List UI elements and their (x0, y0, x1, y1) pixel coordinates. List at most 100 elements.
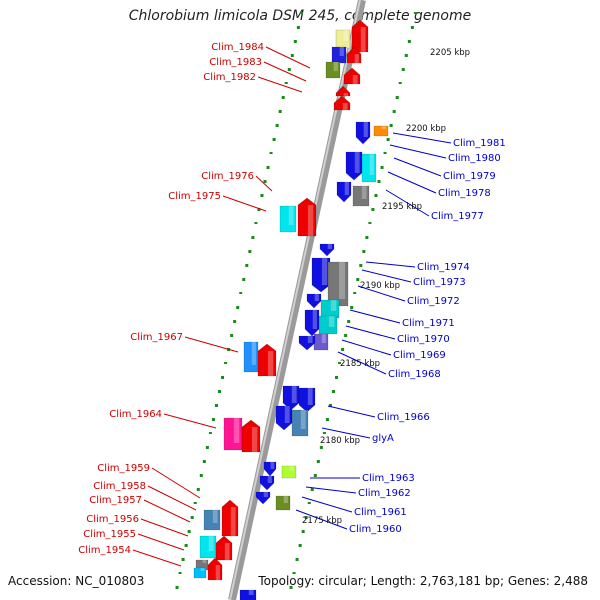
tick-label: 2205 kbp (430, 48, 470, 58)
gene-label-right: Clim_1962 (358, 488, 411, 499)
gene-reverse (193, 567, 207, 579)
tick-dot-right (322, 432, 326, 434)
tick-dot-left (221, 376, 225, 379)
gene-reverse (282, 385, 300, 411)
gene-shine (321, 334, 326, 343)
tick-marks-layer (175, 12, 417, 589)
gene-shine (288, 206, 294, 225)
leader-line-left (257, 76, 303, 93)
gene-reverse (259, 475, 275, 491)
leader-line-left (151, 467, 201, 499)
gene-reverse (298, 335, 316, 351)
gene-reverse (239, 589, 257, 600)
gene-forward (275, 495, 291, 511)
gene-shine (230, 507, 236, 536)
gene-shine (263, 492, 268, 497)
gene-forward (207, 557, 223, 581)
gene-shine (333, 62, 338, 71)
tick-dot-right (413, 12, 417, 14)
genes-layer (193, 19, 389, 600)
gene-shine (343, 93, 348, 96)
tick-dot-left (251, 236, 255, 239)
gene-forward (351, 19, 369, 53)
gene-forward (373, 125, 389, 137)
gene-shine (354, 152, 360, 173)
gene-reverse (304, 309, 320, 337)
tick-dot-left (278, 110, 282, 113)
tick-dot-left (275, 124, 279, 127)
tick-dot-right (289, 586, 293, 589)
tick-dot-left (245, 264, 249, 267)
leader-line-right (345, 325, 396, 340)
gene-forward (352, 185, 370, 207)
gene-label-right: Clim_1974 (417, 262, 470, 273)
gene-shine (251, 342, 256, 365)
leader-line-right (305, 486, 357, 494)
tick-dot-right (374, 194, 378, 197)
gene-shine (307, 205, 314, 236)
gene-forward (281, 465, 297, 479)
tick-dot-right (401, 68, 405, 71)
tick-dot-left (272, 138, 276, 141)
tick-dot-right (310, 488, 314, 491)
gene-shine (233, 418, 240, 443)
tick-dot-right (316, 460, 320, 463)
gene-shine (300, 410, 306, 429)
gene-label-left: Clim_1984 (211, 42, 264, 53)
tick-label: 2195 kbp (382, 202, 422, 212)
gene-forward (257, 343, 277, 377)
gene-shine (283, 496, 288, 503)
tick-dot-left (257, 208, 261, 211)
gene-reverse (255, 491, 271, 505)
gene-shine (307, 388, 313, 405)
tick-dot-left (281, 96, 285, 99)
tick-dot-left (208, 432, 212, 434)
leader-line-left (255, 175, 273, 192)
tick-dot-right (301, 530, 305, 533)
gene-forward (327, 261, 349, 307)
gene-reverse (263, 461, 277, 477)
tick-dot-right (368, 222, 372, 224)
tick-dot-right (341, 348, 345, 351)
gene-label-left: Clim_1958 (93, 481, 146, 492)
tick-dot-left (184, 544, 188, 547)
tick-dot-left (233, 320, 237, 323)
tick-dot-right (298, 544, 302, 547)
leader-line-left (163, 413, 217, 429)
gene-label-left: Clim_1955 (83, 529, 136, 540)
gene-shine (327, 244, 332, 249)
gene-shine (360, 27, 366, 52)
gene-shine (352, 75, 358, 84)
gene-shine (270, 462, 275, 469)
gene-shine (208, 536, 214, 551)
gene-shine (200, 568, 205, 571)
tick-dot-right (356, 278, 360, 281)
tick-dot-left (214, 404, 218, 407)
tick-dot-left (293, 40, 297, 43)
leader-line-left (147, 485, 197, 511)
gene-reverse (306, 293, 322, 309)
gene-shine (354, 54, 359, 63)
tick-dot-left (260, 194, 264, 197)
gene-shine (363, 122, 368, 137)
gene-shine (369, 154, 374, 175)
tick-dot-left (284, 82, 288, 84)
gene-shine (312, 310, 317, 329)
tick-dot-left (266, 166, 270, 169)
leader-line-right (357, 285, 406, 302)
tick-dot-right (383, 152, 387, 154)
tick-dot-left (202, 460, 206, 463)
tick-dot-right (389, 124, 393, 127)
tick-dot-right (332, 390, 335, 393)
gene-label-right: Clim_1973 (413, 277, 466, 288)
leader-line-right (365, 261, 416, 268)
gene-label-left: Clim_1954 (78, 545, 131, 556)
gene-shine (361, 186, 367, 199)
leader-line-left (184, 336, 239, 353)
gene-label-right: Clim_1972 (407, 296, 460, 307)
tick-label: 2180 kbp (320, 436, 360, 446)
tick-label: 2200 kbp (406, 124, 446, 134)
tick-dot-right (386, 138, 390, 141)
gene-reverse (203, 509, 221, 531)
